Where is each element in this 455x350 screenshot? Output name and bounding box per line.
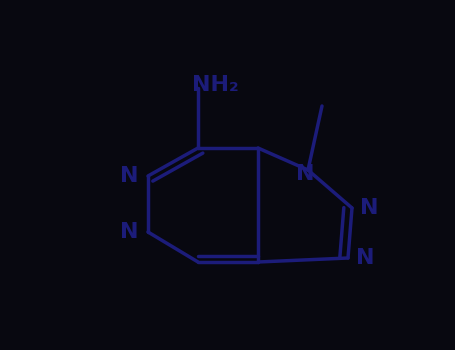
Text: N: N [356, 248, 374, 268]
Text: N: N [360, 198, 379, 218]
Text: NH₂: NH₂ [192, 75, 239, 95]
Text: N: N [120, 166, 138, 186]
Text: N: N [297, 164, 315, 184]
Text: N: N [120, 222, 138, 242]
